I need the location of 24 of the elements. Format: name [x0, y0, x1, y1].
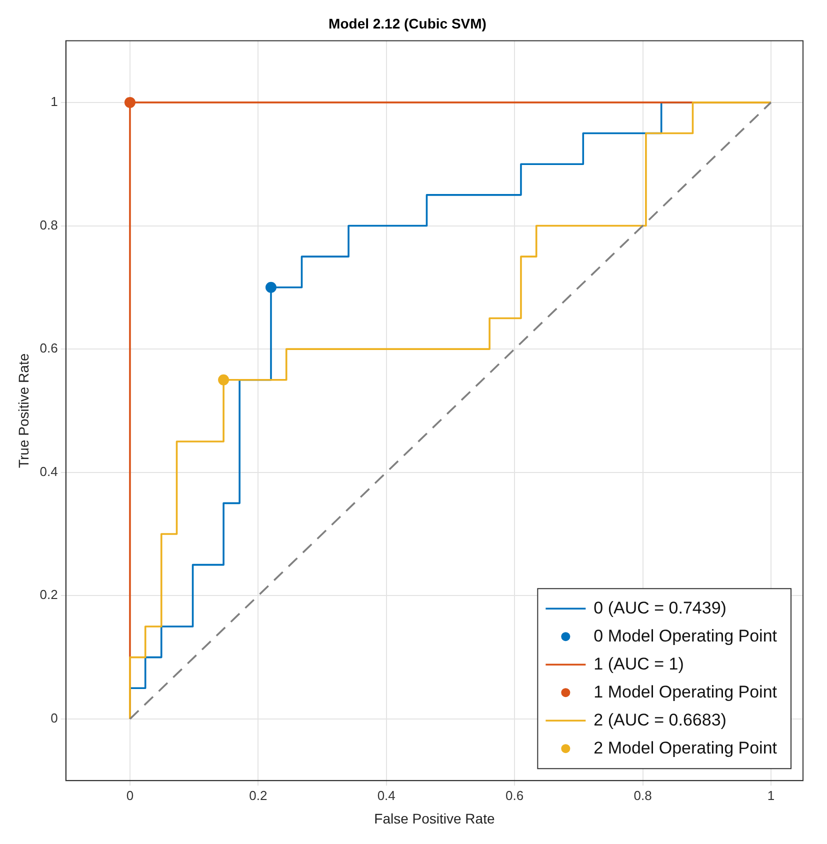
point: [124, 96, 136, 108]
point: [218, 374, 230, 386]
y-tick-label: 0.4: [40, 464, 58, 479]
y-tick-label: 0.2: [40, 587, 58, 602]
x-tick-label: 0.4: [377, 788, 396, 803]
y-tick-label: 0: [50, 710, 58, 726]
legend-label: 0 (AUC = 0.7439): [594, 598, 726, 618]
x-tick-label: 1: [767, 788, 775, 803]
legend-label: 2 (AUC = 0.6683): [594, 710, 726, 730]
y-tick-label: 1: [50, 94, 58, 110]
legend-label: 1 Model Operating Point: [594, 682, 778, 702]
chart-title: Model 2.12 (Cubic SVM): [328, 15, 486, 32]
y-axis-title: True Positive Rate: [15, 353, 32, 468]
y-tick-label: 0.6: [40, 340, 58, 356]
x-tick-label: 0.8: [634, 788, 652, 803]
legend-label: 2 Model Operating Point: [594, 738, 778, 758]
legend-label: 0 Model Operating Point: [594, 626, 778, 646]
x-tick-label: 0.6: [506, 788, 524, 803]
x-tick-label: 0: [126, 788, 134, 803]
y-tick-label: 0.8: [40, 217, 58, 232]
point: [265, 282, 276, 293]
x-tick-label: 0.2: [249, 788, 268, 803]
legend-label: 1 (AUC = 1): [594, 654, 684, 674]
x-axis-title: False Positive Rate: [374, 810, 495, 826]
